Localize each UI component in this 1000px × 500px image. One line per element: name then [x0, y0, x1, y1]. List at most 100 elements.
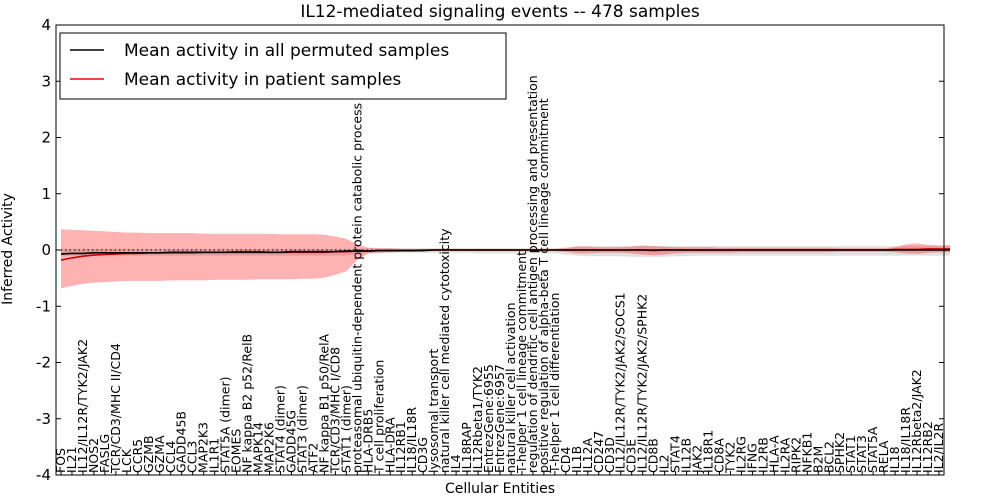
- chart-title: IL12-mediated signaling events -- 478 sa…: [300, 2, 700, 22]
- x-tick-label: IL4: [448, 454, 463, 473]
- y-tick-label: 2: [41, 129, 51, 147]
- plot-area: [56, 229, 950, 289]
- x-axis: FOSIL21IL12/IL12R/TYK2/JAK2NOS2FASLGTCR/…: [53, 75, 946, 475]
- x-tick-label: IL12B: [679, 438, 694, 473]
- x-tick-label: EntrezGene:6957: [492, 364, 507, 473]
- x-tick-label: MAP2K3: [196, 422, 211, 473]
- x-tick-label: IL18: [887, 446, 902, 473]
- y-tick-label: 3: [41, 72, 51, 90]
- x-tick-label: IL12/IL12R/TYK2/JAK2/SPHK2: [635, 294, 650, 473]
- x-tick-label: IL18/IL18R: [404, 407, 419, 473]
- x-tick-label: CD3D: [602, 437, 617, 473]
- y-tick-label: 4: [41, 16, 51, 34]
- x-tick-label: IL12/IL12R/TYK2/JAK2: [75, 339, 90, 473]
- y-tick-label: 0: [41, 241, 51, 259]
- y-tick-label: -3: [36, 410, 51, 428]
- x-tick-label: GADD45B: [174, 411, 189, 473]
- x-tick-label: IL2RG: [733, 436, 748, 473]
- x-tick-label: IL18/IL18R: [898, 407, 913, 473]
- band-mean-activity-in-patient-samples: [61, 229, 950, 289]
- y-tick-label: 1: [41, 185, 51, 203]
- x-tick-label: LCK: [119, 448, 134, 473]
- x-tick-label: TCR/CD3/MHC II/CD4: [108, 343, 123, 474]
- x-tick-label: HLA-A: [766, 435, 781, 473]
- x-tick-label: RIPK2: [788, 437, 803, 473]
- x-tick-label: natural killer cell mediated cytotoxicit…: [437, 228, 452, 473]
- x-tick-label: proteasomal ubiquitin-dependent protein …: [349, 103, 364, 473]
- x-tick-label: IL2RB: [755, 437, 770, 473]
- x-tick-label: B2M: [810, 446, 825, 473]
- x-tick-label: lysosomal transport: [426, 349, 441, 473]
- legend: Mean activity in all permuted samples Me…: [59, 32, 507, 100]
- x-tick-label: IL12RB2: [920, 421, 935, 473]
- band-mean-activity-in-all-permuted-samples: [61, 246, 950, 257]
- x-tick-label: IL12Rbeta2/JAK2: [909, 369, 924, 473]
- legend-box: [59, 32, 507, 100]
- legend-label-patient: Mean activity in patient samples: [124, 70, 401, 90]
- x-tick-label: TCR/CD3/MHC I/CD8: [327, 347, 342, 474]
- x-tick-label: IL12Rbeta1/TYK2: [470, 366, 485, 473]
- x-tick-label: NOS2: [86, 438, 101, 473]
- x-tick-label: TYK2: [723, 442, 738, 474]
- x-tick-label: SPHK2: [832, 432, 847, 473]
- x-tick-label: EOMES: [229, 429, 244, 473]
- x-tick-label: IL2/IL2R: [931, 423, 946, 473]
- x-tick-label: natural killer cell activation: [503, 302, 518, 473]
- x-tick-label: HLA-DRB5: [360, 409, 375, 473]
- x-tick-label: IL2: [657, 454, 672, 473]
- y-tick-label: -4: [36, 466, 51, 484]
- x-tick-label: GADD45G: [284, 410, 299, 473]
- x-tick-label: MAPK14: [251, 422, 266, 473]
- x-tick-label: GZMA: [152, 435, 167, 473]
- x-tick-label: FASLG: [97, 434, 112, 473]
- x-tick-label: STAT1: [843, 435, 858, 473]
- x-tick-label: IL18R1: [701, 430, 716, 473]
- x-tick-label: CCL3: [185, 441, 200, 473]
- x-tick-label: CCL4: [163, 441, 178, 473]
- x-tick-label: STAT4 (dimer): [273, 385, 288, 473]
- x-tick-label: STAT5A: [865, 426, 880, 473]
- x-tick-label: IL12/IL12R/TYK2/JAK2/SOCS1: [613, 292, 628, 473]
- x-tick-label: IL12RB1: [393, 421, 408, 473]
- x-tick-label: regulation of dendritic cell antigen pro…: [525, 75, 540, 473]
- x-axis-title: Cellular Entities: [445, 481, 555, 497]
- x-tick-label: T-helper 1 cell lineage commitment: [514, 251, 529, 474]
- x-tick-label: CD8B: [646, 438, 661, 473]
- x-tick-label: GZMB: [141, 435, 156, 473]
- x-tick-label: T cell proliferation: [371, 360, 386, 474]
- x-tick-label: JAK2: [690, 445, 705, 474]
- x-tick-label: CD3G: [415, 437, 430, 473]
- x-tick-label: FOS: [53, 448, 68, 473]
- x-tick-label: IFNG: [744, 443, 759, 473]
- x-tick-label: BCL2: [821, 441, 836, 473]
- x-tick-label: CD8A: [712, 438, 727, 473]
- x-tick-label: NF kappa B1 p50/RelA: [316, 333, 331, 473]
- y-axis: -4 -3 -2 -1 0 1 2 3 4: [36, 16, 944, 484]
- y-tick-label: -2: [36, 354, 51, 372]
- line-mean-activity-in-all-permuted-samples: [60, 249, 950, 255]
- x-tick-label: STAT5A (dimer): [218, 377, 233, 473]
- x-tick-label: STAT3 (dimer): [294, 385, 309, 473]
- x-tick-label: IL1R1: [207, 438, 222, 473]
- legend-label-permuted: Mean activity in all permuted samples: [124, 41, 449, 61]
- x-tick-label: IL18RAP: [459, 422, 474, 473]
- x-tick-label: NFKB1: [799, 432, 814, 473]
- x-tick-label: ATF2: [305, 443, 320, 473]
- x-tick-label: HLA-DRA: [382, 417, 397, 473]
- x-tick-label: NF kappa B2 p52/RelB: [240, 334, 255, 473]
- x-tick-label: STAT1 (dimer): [338, 385, 353, 473]
- x-tick-label: RELA: [876, 440, 891, 473]
- x-tick-label: STAT3: [854, 435, 869, 473]
- x-tick-label: STAT4: [668, 435, 683, 473]
- x-tick-label: CD3E: [624, 439, 639, 473]
- y-tick-label: -1: [36, 297, 51, 315]
- x-tick-label: MAP2K6: [262, 422, 277, 473]
- x-tick-label: IL12A: [580, 437, 595, 473]
- x-tick-label: IL21: [64, 446, 79, 473]
- x-tick-label: CD4: [558, 447, 573, 473]
- x-tick-label: IL1B: [569, 446, 584, 473]
- x-tick-label: CCR5: [130, 439, 145, 473]
- y-axis-title: Inferred Activity: [0, 193, 16, 305]
- x-tick-label: positive regulation of alpha-beta T cell…: [536, 98, 551, 473]
